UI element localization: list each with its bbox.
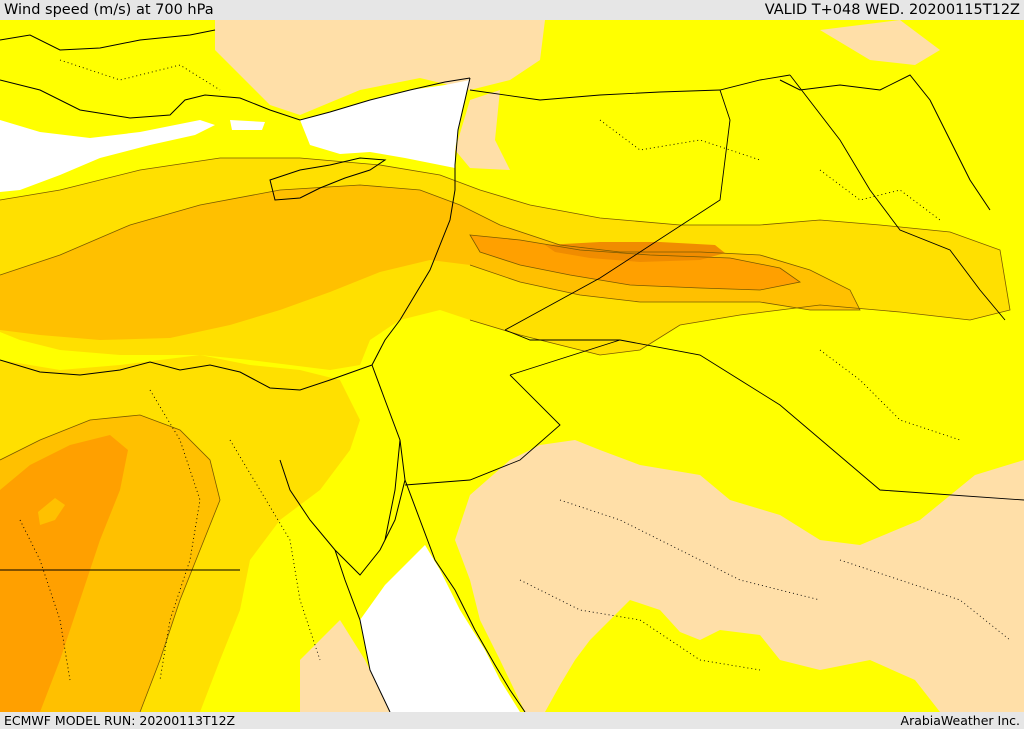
red-sea (360, 545, 520, 712)
contour-lines (0, 157, 1011, 712)
cyprus (269, 157, 387, 201)
wind-core-egypt-inner (38, 498, 65, 525)
contour-strong (469, 234, 801, 291)
eastern-mediterranean (300, 80, 470, 168)
calm-region-syria-north (455, 90, 510, 170)
border-iraq-saudi (504, 329, 1024, 501)
border-jordan-saudi (404, 339, 621, 486)
border-iraq-iran (789, 74, 1006, 321)
caspian-coast (779, 74, 991, 211)
red-sea-coast-west (334, 549, 391, 712)
valid-time: VALID T+048 WED. 20200115T12Z (764, 2, 1020, 18)
wind-core-egypt (0, 435, 128, 712)
egypt-north-coast (0, 359, 373, 391)
red-sea-coast-east (404, 479, 526, 712)
province-borders (19, 59, 1011, 681)
contour-medium (0, 184, 861, 311)
map-title: Wind speed (m/s) at 700 hPa (4, 2, 214, 18)
calm-region-egypt-east (300, 620, 390, 712)
calm-region-caspian-east (820, 20, 940, 65)
border-syria-iraq (504, 89, 731, 331)
contour-light (0, 157, 1011, 356)
calm-region-turkey (215, 20, 545, 115)
border-syria-turkey (469, 74, 791, 101)
model-run: ECMWF MODEL RUN: 20200113T12Z (4, 713, 236, 728)
contour-egypt (0, 414, 221, 712)
footer-bar: ECMWF MODEL RUN: 20200113T12Z ArabiaWeat… (0, 712, 1024, 729)
credit: ArabiaWeather Inc. (900, 713, 1020, 728)
header-bar: Wind speed (m/s) at 700 hPa VALID T+048 … (0, 0, 1024, 20)
wind-speed-map (0, 20, 1024, 712)
coastlines (0, 29, 991, 712)
sinai-gulf-suez (279, 364, 406, 576)
country-borders (0, 74, 1024, 571)
mediterranean-patch (230, 120, 265, 130)
gulf-aqaba (384, 439, 401, 541)
calm-region-arabia (455, 440, 1024, 712)
wind-band-medium (0, 185, 860, 340)
turkey-south-coast (0, 77, 471, 121)
black-sea-coast (0, 29, 216, 51)
levant-coast (371, 77, 471, 366)
mediterranean-sea (0, 120, 215, 192)
